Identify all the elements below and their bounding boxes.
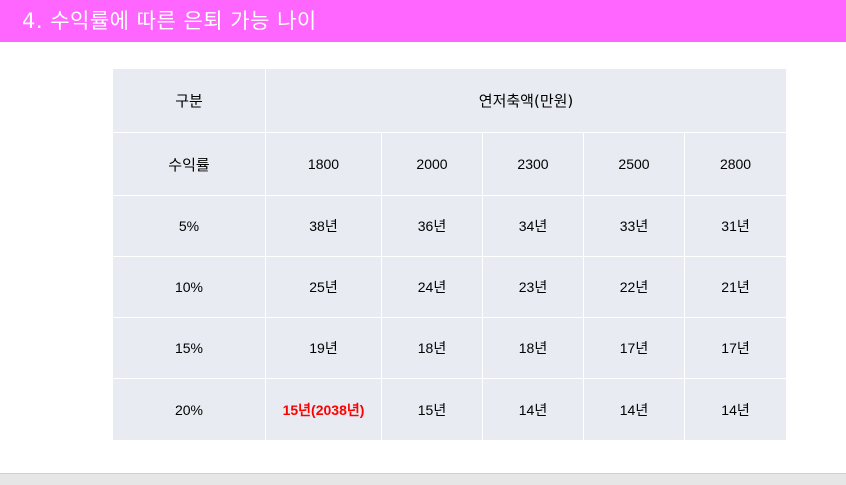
years-cell: 17년 <box>583 317 685 379</box>
years-cell: 38년 <box>265 195 382 257</box>
annual-savings-header: 연저축액(만원) <box>264 68 788 133</box>
years-cell: 18년 <box>381 317 483 379</box>
amount-header: 1800 <box>265 132 382 196</box>
years-cell: 24년 <box>381 256 483 318</box>
rate-cell: 5% <box>112 195 266 257</box>
years-cell: 14년 <box>482 378 584 441</box>
rate-header: 수익률 <box>112 132 266 196</box>
table-row: 10% 25년 24년 23년 22년 21년 <box>112 256 788 318</box>
title-bar: 4. 수익률에 따른 은퇴 가능 나이 <box>0 0 846 42</box>
years-cell: 21년 <box>683 256 788 318</box>
years-cell: 31년 <box>683 195 788 257</box>
amount-header-row: 수익률 1800 2000 2300 2500 2800 <box>112 132 788 196</box>
footer-bar <box>0 473 846 485</box>
years-cell: 14년 <box>683 378 788 441</box>
years-cell: 23년 <box>482 256 584 318</box>
amount-header: 2800 <box>683 132 788 196</box>
rate-cell: 10% <box>112 256 266 318</box>
years-cell: 15년 <box>381 378 483 441</box>
rate-cell: 15% <box>112 317 266 379</box>
years-cell: 34년 <box>482 195 584 257</box>
page-title: 4. 수익률에 따른 은퇴 가능 나이 <box>22 9 317 33</box>
table-row: 5% 38년 36년 34년 33년 31년 <box>112 195 788 257</box>
years-cell: 14년 <box>583 378 685 441</box>
table-row: 15% 19년 18년 18년 17년 17년 <box>112 317 788 379</box>
years-cell: 36년 <box>381 195 483 257</box>
retirement-age-table: 구분 연저축액(만원) 수익률 1800 2000 2300 2500 2800… <box>112 68 788 441</box>
table-header-row: 구분 연저축액(만원) <box>112 68 788 133</box>
years-cell: 22년 <box>583 256 685 318</box>
amount-header: 2000 <box>381 132 483 196</box>
amount-header: 2300 <box>482 132 584 196</box>
amount-header: 2500 <box>583 132 685 196</box>
years-cell: 17년 <box>683 317 788 379</box>
category-header: 구분 <box>112 68 266 133</box>
years-cell: 25년 <box>265 256 382 318</box>
years-cell: 19년 <box>265 317 382 379</box>
highlighted-years-cell: 15년(2038년) <box>265 378 382 441</box>
rate-cell: 20% <box>112 378 266 441</box>
years-cell: 33년 <box>583 195 685 257</box>
years-cell: 18년 <box>482 317 584 379</box>
table-row: 20% 15년(2038년) 15년 14년 14년 14년 <box>112 378 788 441</box>
